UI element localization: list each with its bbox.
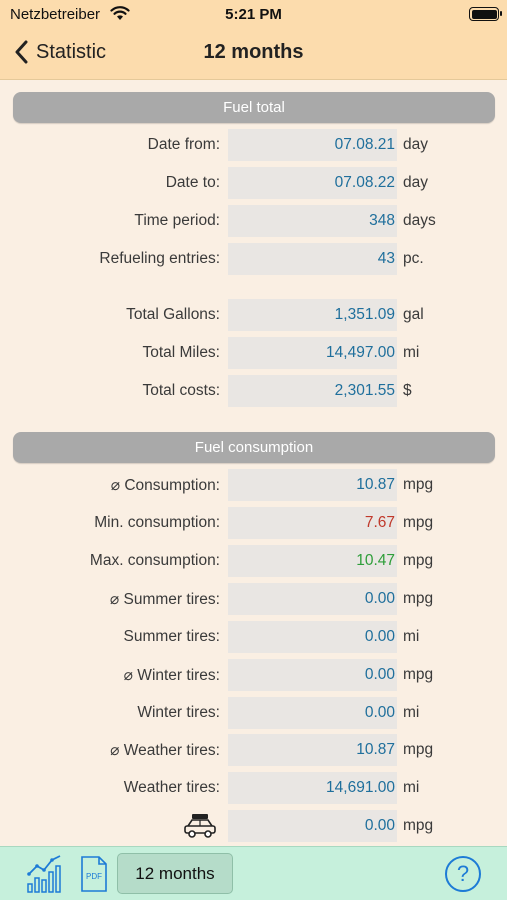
stat-value: 0.00 [228,697,397,729]
stat-row: ⌀ Summer tires: 0.00 mpg [0,583,507,615]
stat-row: Total Miles: 14,497.00 mi [0,337,507,369]
stat-row: Min. consumption: 7.67 mpg [0,507,507,539]
bottom-toolbar: PDF 12 months ? [0,846,507,900]
stat-value: 14,691.00 [228,772,397,804]
stat-row: 0.00 mpg [0,810,507,842]
help-icon[interactable]: ? [445,856,481,892]
stat-row: Refueling entries: 43 pc. [0,243,507,275]
stat-row: Max. consumption: 10.47 mpg [0,545,507,577]
stat-unit: mi [403,704,420,721]
stat-value: 0.00 [228,621,397,653]
stat-label: ⌀ Summer tires: [109,591,220,608]
stat-unit: mpg [403,514,434,531]
back-button-label: Statistic [36,40,107,63]
stat-label: Time period: [134,212,220,229]
pdf-icon[interactable]: PDF [80,855,108,898]
stat-label: Total Miles: [142,344,220,361]
wifi-icon [110,5,130,25]
navigation-bar: Statistic 12 months [0,28,507,80]
stat-value: 07.08.21 [228,129,397,161]
stat-value: 2,301.55 [228,375,397,407]
stat-label: Min. consumption: [94,514,220,531]
stat-row: Winter tires: 0.00 mi [0,697,507,729]
battery-icon [469,7,502,21]
stat-unit: mpg [403,552,434,569]
stat-label: Max. consumption: [89,552,220,569]
section-header-fuel-consumption: Fuel consumption [13,432,495,463]
stat-value: 43 [228,243,397,275]
stat-unit: day [403,174,428,191]
stat-label: Summer tires: [123,628,220,645]
stat-value: 0.00 [228,583,397,615]
stat-unit: days [403,212,436,229]
stat-unit: mi [403,344,420,361]
stat-row: ⌀ Winter tires: 0.00 mpg [0,659,507,691]
stat-unit: mi [403,779,420,796]
car-roofbox-icon [184,814,216,838]
stat-unit: mpg [403,476,434,493]
stat-label: Winter tires: [137,704,220,721]
stat-label: ⌀ Weather tires: [110,742,220,759]
stat-row: Total costs: 2,301.55 $ [0,375,507,407]
stat-row: Weather tires: 14,691.00 mi [0,772,507,804]
stat-row: Summer tires: 0.00 mi [0,621,507,653]
stat-label: Date from: [147,136,220,153]
stat-unit: mpg [403,666,434,683]
stat-value: 348 [228,205,397,237]
stat-value: 1,351.09 [228,299,397,331]
stat-label: ⌀ Consumption: [110,477,220,494]
stat-unit: pc. [403,250,424,267]
stat-unit: mpg [403,590,434,607]
stat-value: 10.47 [228,545,397,577]
stat-unit: day [403,136,428,153]
carrier-name: Netzbetreiber [10,6,101,23]
stat-value: 0.00 [228,659,397,691]
back-button[interactable]: Statistic [14,40,106,64]
stat-unit: mi [403,628,420,645]
period-segment-button[interactable]: 12 months [117,853,233,894]
stat-value: 10.87 [228,734,397,766]
stat-unit: gal [403,306,424,323]
stat-value: 10.87 [228,469,397,501]
pdf-icon-text: PDF [86,872,102,881]
stat-value: 0.00 [228,810,397,842]
stat-label: Total costs: [142,382,220,399]
stat-label: Refueling entries: [99,250,220,267]
stat-row: Date to: 07.08.22 day [0,167,507,199]
stat-row: Time period: 348 days [0,205,507,237]
stat-value: 07.08.22 [228,167,397,199]
stat-unit: $ [403,382,412,399]
stat-value: 14,497.00 [228,337,397,369]
status-bar: Netzbetreiber 5:21 PM [0,0,507,28]
stat-row: Date from: 07.08.21 day [0,129,507,161]
status-time: 5:21 PM [225,6,282,23]
chevron-left-icon [15,40,28,64]
stat-label: Weather tires: [123,779,220,796]
stat-row: ⌀ Weather tires: 10.87 mpg [0,734,507,766]
stat-row: Total Gallons: 1,351.09 gal [0,299,507,331]
stat-unit: mpg [403,817,434,834]
stat-label: Date to: [165,174,220,191]
section-header-fuel-total: Fuel total [13,92,495,123]
stat-unit: mpg [403,741,434,758]
bar-chart-icon[interactable] [26,854,64,899]
stat-label: ⌀ Winter tires: [123,667,220,684]
car-icon-holder [183,812,217,845]
stat-value: 7.67 [228,507,397,539]
stat-row: ⌀ Consumption: 10.87 mpg [0,469,507,501]
stat-label: Total Gallons: [126,306,220,323]
